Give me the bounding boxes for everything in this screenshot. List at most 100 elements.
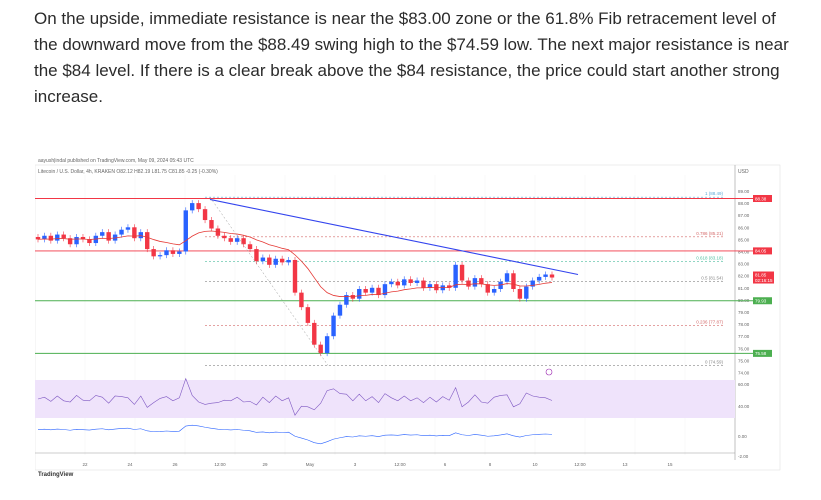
candle	[228, 238, 233, 242]
candle	[145, 232, 150, 250]
candle	[408, 279, 413, 283]
rsi-axis-label: 40.00	[738, 404, 750, 409]
candle	[427, 284, 433, 288]
y-tick-label: 86.00	[738, 225, 750, 230]
candle	[292, 259, 298, 293]
candle	[511, 273, 516, 290]
fib-label: 0.618 (83.18)	[696, 255, 723, 260]
y-tick-label: 83.00	[738, 262, 750, 267]
candle	[479, 278, 484, 285]
candle	[215, 228, 221, 236]
candle	[273, 258, 278, 265]
candle	[170, 250, 176, 254]
candle	[234, 238, 240, 242]
candle	[247, 244, 253, 250]
symbol-line: Litecoin / U.S. Dollar, 4h, KRAKEN O82.1…	[38, 169, 218, 175]
candle	[80, 236, 86, 240]
candle	[382, 284, 388, 296]
candle	[267, 257, 272, 265]
x-tick-label: May	[306, 462, 315, 467]
y-tick-label: 88.00	[738, 201, 750, 206]
y-tick-label: 76.00	[738, 346, 750, 351]
y-tick-label: 89.00	[738, 189, 750, 194]
level-tag-label: 79.93	[755, 299, 767, 304]
candle	[183, 210, 188, 252]
candle	[190, 203, 195, 211]
fib-label: 0.786 (85.21)	[696, 231, 723, 236]
candle	[48, 235, 54, 241]
last-price-countdown: 02:16:15	[755, 278, 773, 283]
candle	[357, 289, 362, 299]
candle	[491, 289, 497, 293]
candle	[369, 287, 375, 293]
y-tick-label: 79.00	[738, 310, 750, 315]
candle	[177, 251, 182, 254]
candle	[318, 344, 323, 354]
tradingview-logo: TradingView	[38, 472, 74, 478]
candle	[279, 258, 285, 263]
candle	[100, 232, 105, 236]
candle	[157, 255, 163, 257]
y-tick-label: 74.00	[738, 371, 750, 376]
candle	[504, 273, 510, 282]
y-tick-label: 81.00	[738, 286, 750, 291]
x-tick-label: 3	[354, 462, 357, 467]
candle	[472, 278, 478, 287]
chart-frame	[34, 164, 781, 471]
candle	[459, 264, 465, 281]
x-tick-label: 15	[667, 462, 673, 467]
rsi-axis-label: 60.00	[738, 382, 750, 387]
candle	[260, 257, 266, 262]
candle	[376, 287, 381, 296]
x-tick-label: 10	[532, 462, 538, 467]
article-paragraph: On the upside, immediate resistance is n…	[34, 9, 789, 106]
y-tick-label: 75.00	[738, 358, 750, 363]
x-tick-label: 8	[489, 462, 492, 467]
currency-label: USD	[738, 169, 749, 175]
candle	[209, 220, 214, 229]
rsi-line	[37, 377, 553, 416]
candle	[254, 249, 259, 262]
y-tick-label: 87.00	[738, 213, 750, 218]
candle	[485, 284, 490, 293]
x-tick-label: 12:00	[394, 462, 406, 467]
candle	[241, 238, 246, 245]
candle	[312, 322, 317, 345]
chart-svg: 89.00 88.00 87.00 86.00 85.00 84.00 83.00 82.00…	[34, 164, 781, 471]
candle	[138, 232, 143, 239]
candle	[414, 280, 420, 283]
level-tag-label: 84.05	[755, 249, 767, 254]
event-marker-icon	[545, 368, 553, 376]
candle	[74, 236, 79, 245]
last-price-tag	[753, 271, 774, 284]
fib-label: 0.5 (81.54)	[701, 275, 723, 280]
macd-axis-label: -2.00	[738, 454, 749, 459]
x-tick-label: 13	[622, 462, 628, 467]
level-tag-label: 75.58	[755, 351, 767, 356]
candle	[42, 235, 47, 240]
candle	[112, 234, 118, 241]
candle	[389, 281, 394, 285]
candle	[402, 279, 407, 286]
candle	[125, 227, 131, 230]
candle	[536, 276, 542, 281]
candle	[549, 274, 555, 278]
x-tick-label: 12:00	[214, 462, 226, 467]
x-tick-label: 12:00	[574, 462, 586, 467]
fib-label: 1 (88.49)	[705, 191, 724, 196]
candle	[337, 304, 343, 316]
candle	[324, 336, 330, 354]
candle	[55, 234, 60, 241]
candle	[305, 307, 311, 323]
level-tag	[753, 247, 772, 255]
candle	[517, 289, 523, 299]
candle	[119, 229, 124, 235]
candle	[530, 280, 535, 287]
candle	[286, 259, 291, 263]
y-tick-label: 78.00	[738, 322, 750, 327]
y-tick-label: 84.00	[738, 250, 750, 255]
candle	[498, 281, 503, 290]
moving-average-line	[37, 230, 553, 298]
candle	[447, 285, 452, 288]
candle	[299, 292, 304, 308]
